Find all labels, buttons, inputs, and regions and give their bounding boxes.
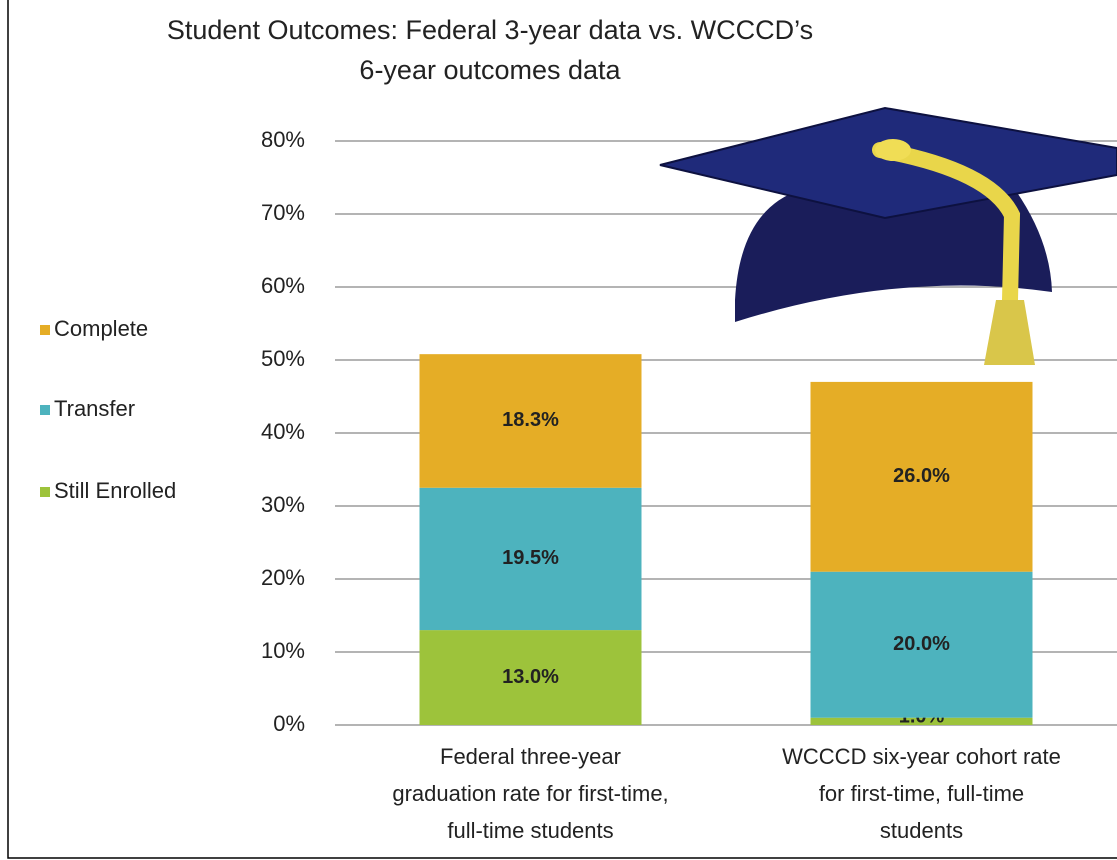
legend-label: Still Enrolled <box>54 478 176 503</box>
legend: Complete Transfer Still Enrolled <box>40 316 176 503</box>
y-tick-label: 80% <box>261 127 305 152</box>
value-label: 26.0% <box>893 465 950 487</box>
chart: 0% 10% 20% 30% 40% 50% 60% 70% 80% 13.0% 19.5% 18.… <box>0 0 1117 860</box>
y-tick-label: 30% <box>261 492 305 517</box>
value-label: 19.5% <box>502 547 559 569</box>
y-tick-label: 40% <box>261 419 305 444</box>
y-tick-label: 60% <box>261 273 305 298</box>
value-label: 13.0% <box>502 666 559 688</box>
y-tick-label: 10% <box>261 638 305 663</box>
bars: 13.0%19.5%18.3%1.0%20.0%26.0% <box>420 354 1033 727</box>
y-tick-label: 0% <box>273 711 305 736</box>
y-tick-label: 50% <box>261 346 305 371</box>
legend-label: Transfer <box>54 396 135 421</box>
cap-board <box>660 108 1117 218</box>
x-tick-label: Federal three-year graduation rate for f… <box>336 738 726 849</box>
legend-swatch <box>40 487 50 497</box>
cap-button <box>875 139 911 161</box>
legend-swatch <box>40 325 50 335</box>
cap-tassel <box>984 300 1035 365</box>
value-label: 20.0% <box>893 633 950 655</box>
graduation-cap <box>660 108 1117 365</box>
x-tick-label: WCCCD six-year cohort rate for first-tim… <box>727 738 1117 849</box>
chart-title: Student Outcomes: Federal 3-year data vs… <box>40 10 940 90</box>
y-tick-label: 70% <box>261 200 305 225</box>
value-label: 18.3% <box>502 409 559 431</box>
legend-label: Complete <box>54 316 148 341</box>
legend-swatch <box>40 405 50 415</box>
chart-container: 0% 10% 20% 30% 40% 50% 60% 70% 80% 13.0% 19.5% 18.… <box>0 0 1117 860</box>
y-tick-label: 20% <box>261 565 305 590</box>
